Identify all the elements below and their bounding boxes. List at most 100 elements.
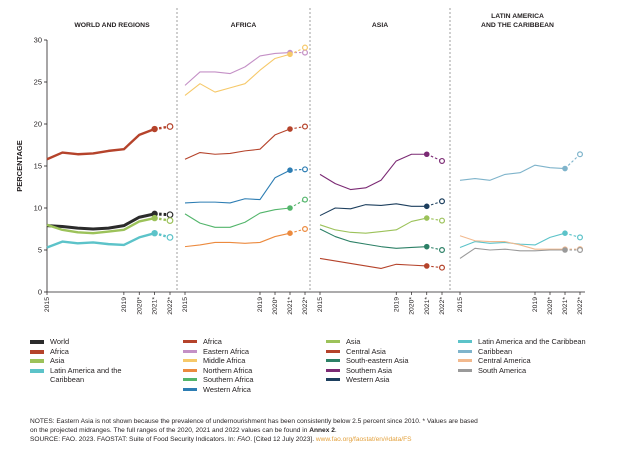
panel-title: AFRICA [231, 22, 257, 29]
legend-swatch [183, 378, 197, 382]
panel-title: LATIN AMERICA [491, 13, 544, 20]
series-point-2022 [576, 234, 583, 241]
source-cited: . [Cited 12 July 2023]. [250, 436, 316, 444]
x-tick-label: 2021* [152, 297, 159, 315]
series-point-2022 [576, 247, 583, 254]
notes-text-1: NOTES: Eastern Asia is not shown because… [30, 418, 478, 425]
legend-label: Asia [50, 356, 65, 366]
series-line [184, 232, 291, 248]
legend-label: South-eastern Asia [346, 356, 409, 366]
legend-swatch [183, 349, 197, 353]
legend-column: World Africa Asia Latin America and the Car… [30, 337, 140, 385]
legend-swatch [458, 359, 472, 363]
legend-item: Central America [458, 356, 586, 366]
legend-label: Africa [203, 337, 222, 346]
source-link[interactable]: www.fao.org/faostat/en/#data/FS [315, 436, 412, 444]
x-tick-label: 2021* [424, 297, 431, 315]
panel-title: WORLD AND REGIONS [74, 22, 150, 29]
legend-swatch [458, 349, 472, 353]
x-tick-label: 2015 [457, 297, 464, 312]
series-point-2021 [423, 203, 430, 210]
x-tick-label: 2019 [121, 297, 128, 312]
series-point-2022 [439, 157, 446, 164]
legend-item: Southern Africa [183, 375, 254, 385]
series-point-2022 [302, 49, 309, 56]
legend-label: Central America [478, 356, 531, 366]
legend-swatch [326, 340, 340, 343]
legend-item: Western Africa [183, 385, 254, 395]
legend-item: Latin America and the Caribbean [458, 337, 586, 347]
series-line [319, 153, 427, 191]
legend-column: Latin America and the Caribbean Caribbean… [458, 337, 586, 375]
series-line [319, 257, 427, 270]
legend-item: South America [458, 366, 586, 376]
series-point-2021 [423, 263, 430, 269]
series-point-2022 [302, 196, 309, 203]
series-point-2021 [562, 230, 568, 237]
notes: NOTES: Eastern Asia is not shown because… [30, 417, 600, 445]
legend-label: Africa [50, 346, 69, 356]
chart: 0 5 10 15 20 25 30 PERCENTAGE WORLD AND REGIONS 2… [15, 8, 585, 315]
series-line [184, 207, 291, 228]
series-point-2021 [287, 205, 293, 211]
series-line [459, 235, 565, 250]
annex-reference: Annex 2 [309, 427, 335, 435]
legend-item: Caribbean [458, 347, 586, 357]
series-point-2021 [151, 125, 158, 133]
panel-title: AND THE CARIBBEAN [481, 22, 554, 29]
legend-swatch [326, 368, 340, 372]
legend-label: Middle Africa [203, 356, 246, 366]
y-tick-label: 0 [38, 288, 42, 297]
legend-item: Central Asia [326, 347, 408, 357]
legend-label: World [50, 337, 70, 346]
legend-item: Northern Africa [183, 366, 254, 376]
legend-swatch [183, 359, 197, 363]
x-tick-label: 2022* [577, 297, 584, 315]
legend-swatch [326, 349, 340, 353]
legend-swatch [183, 368, 197, 372]
notes-text-3: . [334, 427, 337, 435]
legend-column: Africa Eastern Africa Middle Africa Norther… [183, 337, 254, 395]
series-line [459, 247, 565, 259]
legend-swatch [30, 340, 44, 344]
x-tick-label: 2020* [409, 297, 416, 315]
series-point-2021 [287, 51, 293, 58]
legend-label: Southern Africa [203, 375, 254, 385]
legend-swatch [30, 359, 44, 364]
series-point-2022 [302, 166, 309, 173]
notes-text-2: on the projected midranges. The full ran… [30, 427, 310, 435]
x-tick-label: 2021* [562, 297, 569, 315]
legend-swatch [30, 349, 44, 354]
legend-item: Latin America and the Caribbean [30, 366, 140, 385]
panel-title: ASIA [372, 22, 388, 29]
legend-item: Africa [30, 347, 140, 357]
x-tick-label: 2019 [393, 297, 400, 312]
legend-swatch [458, 340, 472, 343]
legend-label: Western Asia [346, 375, 390, 385]
x-tick-label: 2020* [547, 297, 554, 315]
notes-line-1: NOTES: Eastern Asia is not shown because… [30, 417, 600, 426]
legend-label: Western Africa [203, 384, 251, 394]
x-tick-label: 2022* [167, 297, 174, 315]
legend-item: Asia [326, 337, 408, 347]
legend-label: Latin America and the Caribbean [478, 337, 586, 346]
legend-label: Latin America and the Caribbean [50, 365, 122, 385]
y-tick-label: 30 [34, 36, 42, 45]
x-tick-label: 2021* [287, 297, 294, 315]
series-line [46, 212, 155, 231]
series-point-2021 [287, 167, 293, 174]
legend-label: Southern Asia [346, 365, 393, 375]
x-tick-label: 2020* [272, 297, 279, 315]
series-point-2021 [151, 229, 158, 237]
legend-item: Asia [30, 356, 140, 366]
legend-item: World [30, 337, 140, 347]
series-point-2022 [302, 123, 309, 130]
series-line [184, 128, 291, 160]
series-point-2022 [302, 226, 309, 233]
x-tick-label: 2019 [257, 297, 264, 312]
series-line [46, 127, 156, 161]
series-point-2022 [439, 198, 446, 205]
series-point-2021 [151, 214, 158, 222]
series-point-2022 [439, 217, 446, 224]
x-tick-label: 2015 [182, 297, 189, 312]
